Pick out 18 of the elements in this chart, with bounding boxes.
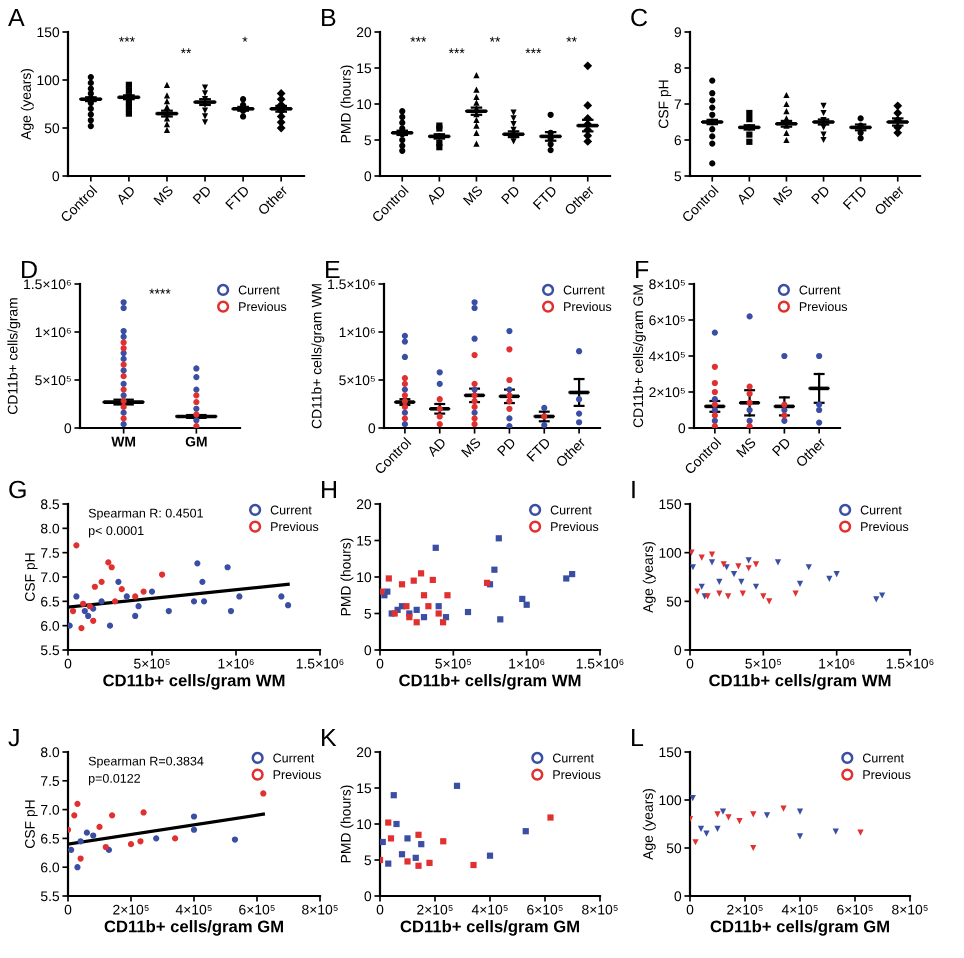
- chart-title: A: [8, 8, 25, 27]
- chart-title: K: [322, 728, 337, 747]
- chart-title: L: [632, 728, 644, 747]
- chart-title: C: [631, 8, 648, 27]
- x-axis-title: CD11b+ cells/gram WM: [399, 674, 581, 690]
- chart-title: D: [22, 260, 37, 279]
- chart-title: E: [326, 260, 340, 279]
- x-axis-title: CD11b+ cells/gram GM: [104, 920, 283, 936]
- chart-title: B: [322, 8, 336, 27]
- chart-title: I: [632, 480, 635, 499]
- chart-title: F: [636, 260, 649, 279]
- chart-title: H: [322, 480, 337, 499]
- chart-title: J: [8, 728, 19, 747]
- x-axis-title: CD11b+ cells/gram GM: [710, 920, 889, 936]
- x-axis-title: CD11b+ cells/gram GM: [400, 920, 579, 936]
- chart-title: G: [9, 480, 26, 499]
- x-axis-title: CD11b+ cells/gram WM: [709, 674, 891, 690]
- x-axis-title: CD11b+ cells/gram WM: [103, 674, 285, 690]
